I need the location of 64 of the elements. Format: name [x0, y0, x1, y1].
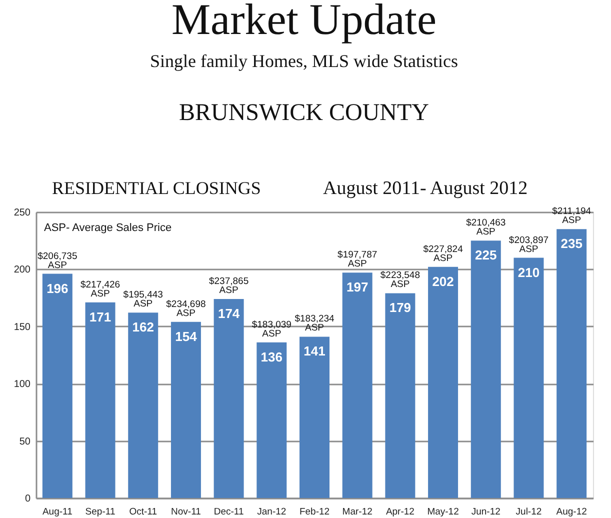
x-tick-label: May-12: [427, 506, 459, 518]
bar: [42, 274, 72, 498]
chart-title: Market Update: [171, 0, 437, 44]
data-label: 174: [218, 306, 240, 321]
data-label: 141: [304, 344, 326, 359]
annotation: $206,735 ASP: [38, 250, 78, 271]
bar: [556, 229, 587, 498]
chart-subtitle: Single family Homes, MLS wide Statistics: [150, 51, 458, 71]
data-label: 162: [132, 320, 154, 335]
annotation: $234,698 ASP: [166, 298, 206, 319]
text: BRUNSWICK COUNTY: [178, 100, 430, 126]
data-label: 136: [260, 349, 283, 364]
annotation: $203,897 ASP: [508, 234, 549, 255]
x-tick-label: Aug-12: [556, 506, 587, 518]
data-label: 197: [346, 280, 368, 295]
x-tick-label: Dec-11: [214, 506, 244, 518]
y-tick-label: 100: [14, 379, 31, 390]
data-label: 235: [560, 236, 582, 252]
data-label: 225: [475, 248, 497, 263]
y-tick-label: 200: [14, 264, 31, 276]
x-tick-label: Oct-11: [129, 506, 158, 518]
annotation: $183,039 ASP: [252, 319, 292, 340]
x-tick-label: Jan-12: [257, 506, 286, 518]
x-tick-label: Nov-11: [171, 506, 201, 518]
y-tick-label: 150: [14, 322, 31, 333]
bar: [128, 312, 158, 498]
annotation: $210,463 ASP: [466, 218, 506, 238]
annotation: $237,865 ASP: [208, 276, 249, 296]
data-label: 171: [89, 309, 112, 324]
bar: [170, 322, 201, 498]
x-tick-label: Jun-12: [471, 506, 500, 518]
bar: [214, 298, 244, 498]
data-label: 154: [175, 328, 198, 344]
annotation: $197,787 ASP: [338, 250, 378, 270]
text: RESIDENTIAL CLOSINGS: [52, 178, 261, 198]
bar: [428, 266, 458, 498]
data-label: 179: [389, 300, 412, 316]
bar: [300, 336, 330, 498]
annotation: $217,426 ASP: [80, 279, 120, 300]
annotation: $211,194 ASP: [552, 206, 592, 226]
x-tick-label: Mar-12: [342, 506, 372, 518]
x-tick-label: Jul-12: [516, 506, 542, 518]
y-tick-label: 0: [24, 494, 31, 504]
bar: [470, 240, 501, 498]
bar: [514, 258, 544, 498]
data-label: 210: [518, 264, 540, 280]
x-tick-label: Apr-12: [386, 506, 414, 518]
bar: [85, 302, 116, 498]
bar: [342, 272, 372, 498]
x-tick-label: Feb-12: [299, 506, 330, 518]
bar: [385, 293, 416, 498]
annotation: $227,824 ASP: [423, 244, 463, 264]
data-label: 202: [432, 274, 454, 289]
text: August 2011- August 2012: [323, 178, 528, 199]
data-label: 196: [46, 280, 68, 296]
x-tick-label: Aug-11: [42, 506, 72, 518]
annotation: $183,234 ASP: [294, 314, 334, 334]
annotation: $223,548 ASP: [380, 270, 420, 290]
y-tick-label: 50: [19, 436, 31, 448]
annotation: ASP- Average Sales Price: [44, 222, 172, 234]
y-tick-label: 250: [14, 208, 31, 218]
annotation: $195,443 ASP: [123, 290, 163, 310]
bar: [256, 342, 287, 498]
x-tick-label: Sep-11: [85, 506, 116, 518]
